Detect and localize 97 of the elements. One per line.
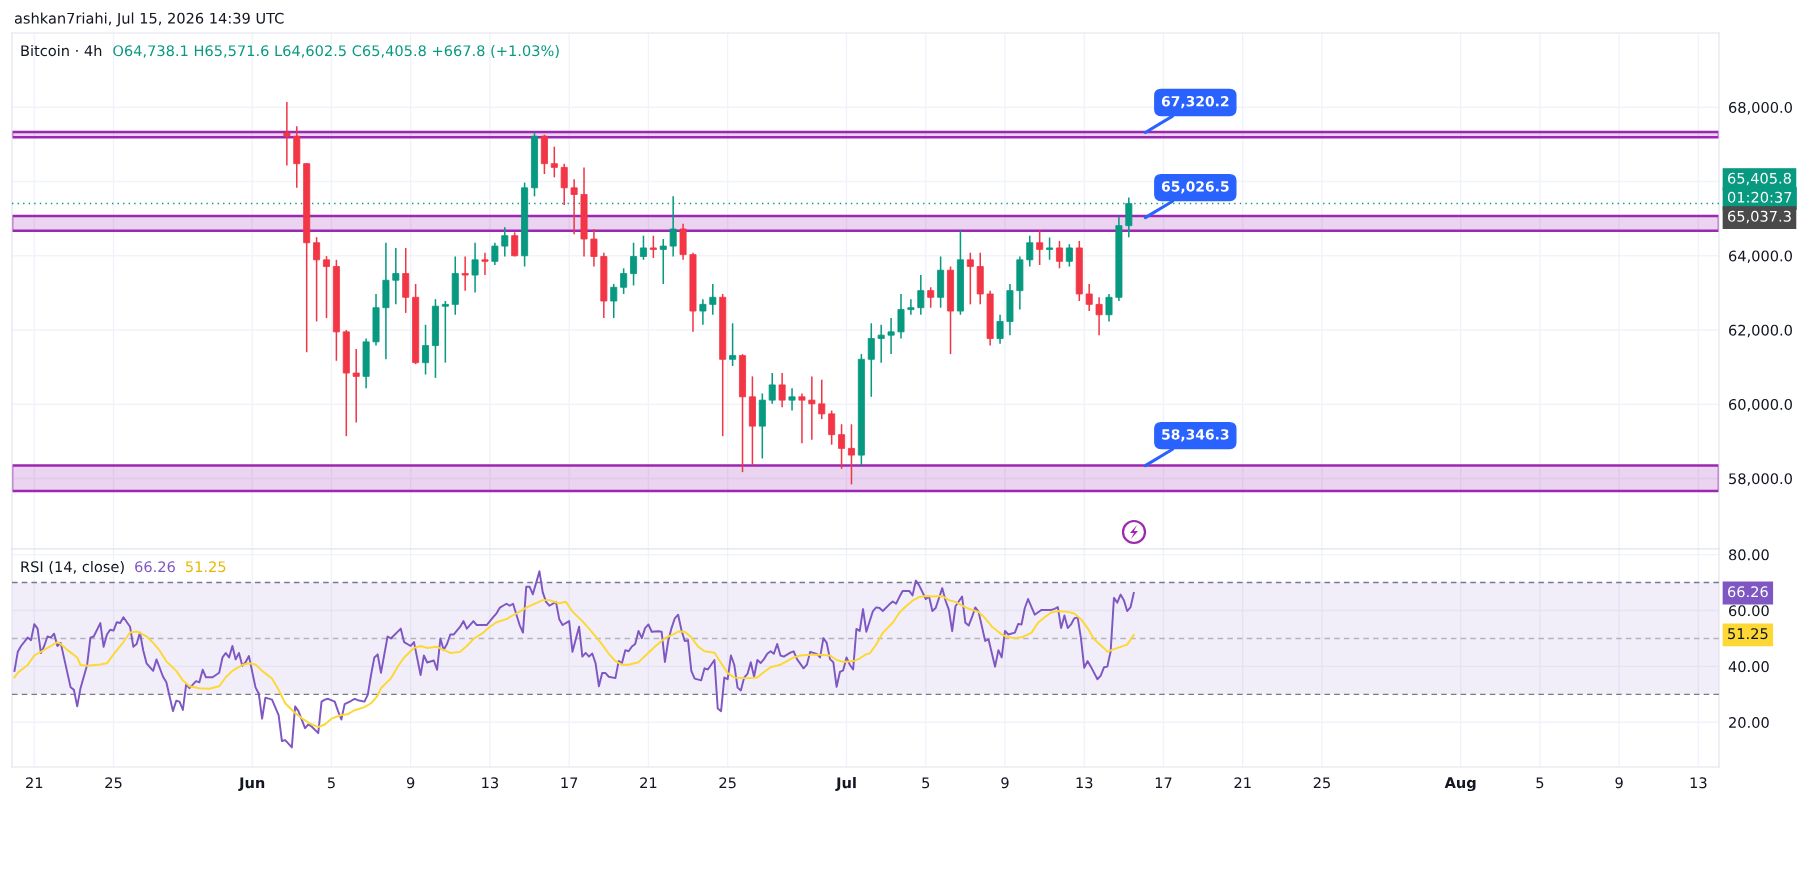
candlestick [639,234,647,261]
candlestick [491,241,499,266]
candlestick [699,298,707,326]
x-tick-label: 9 [1615,777,1623,789]
candlestick [897,293,905,340]
x-tick-label: 21 [640,777,657,789]
y-tick-label: 40.00 [1728,661,1769,673]
candlestick [867,322,875,398]
y-tick-label: 20.00 [1729,717,1769,729]
text: 01:20:37 [1727,191,1792,203]
candlestick [352,348,360,424]
candlestick [808,375,816,441]
candlestick [828,409,836,446]
candlestick [659,238,667,285]
candlestick [392,247,400,306]
candlestick [907,298,915,316]
candlestick [729,322,737,367]
x-tick-label: 21 [26,777,43,789]
x-tick-label: 13 [1076,777,1093,789]
candlestick [838,423,846,470]
candlestick [323,255,330,319]
candlestick [927,286,935,309]
annotation: 65,026.5 [1161,181,1229,194]
annotation: 58,346.3 [1162,429,1229,442]
x-tick-label: Jul [835,777,856,791]
annotation: 51.25 [185,561,226,573]
x-tick-label: 17 [561,777,578,789]
text: O64,738.1 H65,571.6 L64,602.5 C65,405.8 +667.8 (+1.03%) [113,44,559,58]
candlestick [402,247,410,314]
x-tick-label: 5 [1536,777,1544,789]
line-series [13,594,1135,728]
text: Bitcoin · 4h [21,44,102,57]
x-tick-label: 13 [482,777,499,789]
candlestick [798,392,806,444]
candlestick [1055,240,1063,270]
candlestick [649,234,657,259]
candlestick [1095,296,1103,336]
x-tick-label: 9 [406,777,415,789]
candlestick [818,378,826,420]
candlestick [283,101,291,167]
candlestick [778,372,786,408]
candlestick [1036,229,1044,266]
candlestick [590,228,598,268]
y-tick-label: 60,000.0 [1729,398,1792,412]
candlestick [481,251,489,276]
candlestick [847,423,855,486]
candlestick [570,178,578,235]
candlestick [422,324,430,376]
candlestick [917,274,925,316]
y-tick-label: 68,000.0 [1729,101,1792,115]
candlestick [788,387,796,412]
candlestick [441,300,449,364]
annotation: 66.26 [135,561,175,573]
candlestick [550,145,558,179]
candlestick [1026,234,1034,268]
text: ashkan7riahi, Jul 15, 2026 14:39 UTC [14,12,284,27]
candlestick [313,236,321,323]
candlestick [1085,283,1093,312]
candlestick [471,241,479,294]
text: 65,037.3 [1728,210,1791,224]
candlestick [996,313,1004,345]
candlestick [560,162,568,206]
x-tick-label: 5 [922,777,930,789]
x-tick-label: Aug [1444,777,1476,792]
ref-line-label: 65,405.8 [1728,172,1791,186]
annotation: 67,320.2 [1161,96,1229,109]
candlestick [630,241,638,287]
x-tick-label: 17 [1155,777,1172,789]
x-tick-label: 21 [1234,777,1251,789]
y-tick-label: 58,000.0 [1729,473,1792,486]
candlestick [768,372,776,405]
text: RSI (14, close) [21,560,124,574]
x-tick-label: 5 [327,777,335,789]
candlestick [610,283,618,319]
candlestick [461,255,469,292]
text: 66.26 [1728,586,1768,598]
candlestick [501,226,509,258]
y-tick-label: 64,000.0 [1729,250,1792,263]
y-tick-label: 80.00 [1728,549,1769,561]
x-tick-label: 25 [719,777,736,789]
candlestick [966,251,974,306]
candlestick [1105,293,1113,323]
candlestick [620,267,628,295]
y-tick-label: 62,000.0 [1729,324,1792,338]
y-tick-label: 60.00 [1729,605,1769,617]
x-tick-label: Jun [238,777,265,791]
candlestick [1065,243,1073,268]
x-tick-label: 25 [1313,777,1330,789]
x-tick-label: 9 [1001,777,1009,789]
candlestick [887,317,895,355]
candlestick [877,324,885,364]
candlestick [511,231,519,258]
x-tick-label: 25 [105,777,122,789]
candlestick [1046,236,1054,261]
x-tick-label: 13 [1690,777,1707,789]
candlestick [709,283,717,316]
text: 51.25 [1728,628,1768,640]
